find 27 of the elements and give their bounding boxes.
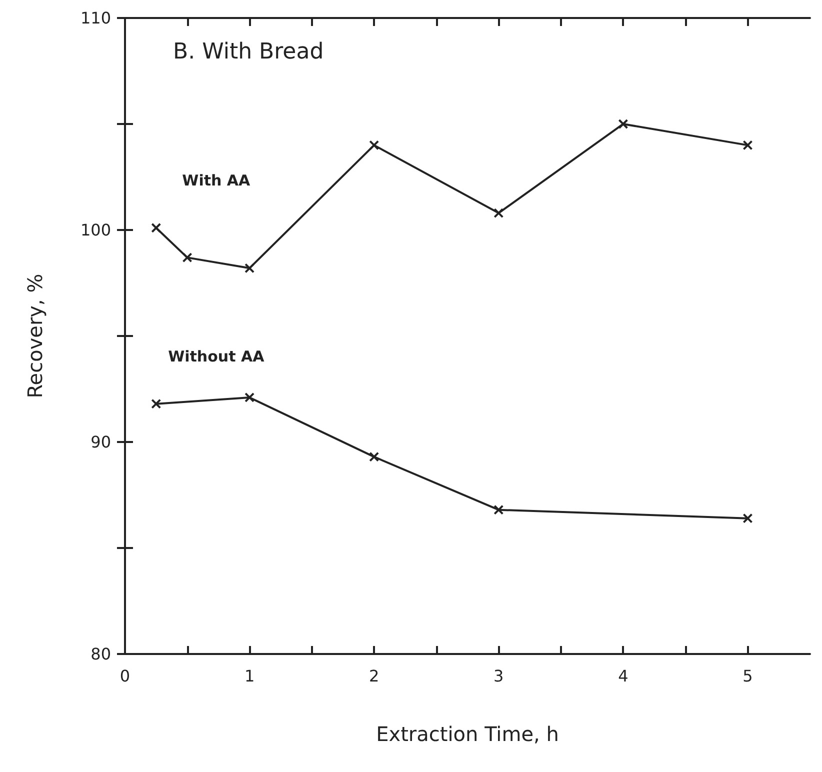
y-tick-label: 100 [80, 220, 111, 240]
x-tick-label: 0 [120, 666, 130, 686]
x-tick-label: 1 [244, 666, 255, 686]
point [494, 504, 504, 515]
point [369, 140, 380, 150]
point [151, 222, 162, 233]
x-tick-label: 2 [368, 666, 380, 686]
text: B. With Bread [173, 40, 324, 64]
y-tick-label: 110 [80, 8, 111, 28]
point [494, 208, 504, 218]
point [618, 119, 628, 129]
point [369, 452, 380, 462]
x-tick-label: 3 [494, 666, 504, 686]
text: Without AA [168, 347, 265, 366]
point [182, 252, 192, 263]
point [244, 392, 255, 402]
x-axis-title: Extraction Time, h [376, 722, 559, 746]
point [151, 398, 162, 409]
x-tick-label: 5 [742, 666, 753, 686]
text: With AA [182, 171, 251, 190]
y-tick-label: 90 [90, 432, 111, 452]
point [742, 140, 753, 150]
y-tick-label: 80 [90, 644, 111, 664]
point [742, 513, 753, 524]
y-axis-title: Recovery, % [23, 274, 47, 398]
x-tick-label: 4 [618, 666, 628, 686]
point [244, 263, 255, 274]
